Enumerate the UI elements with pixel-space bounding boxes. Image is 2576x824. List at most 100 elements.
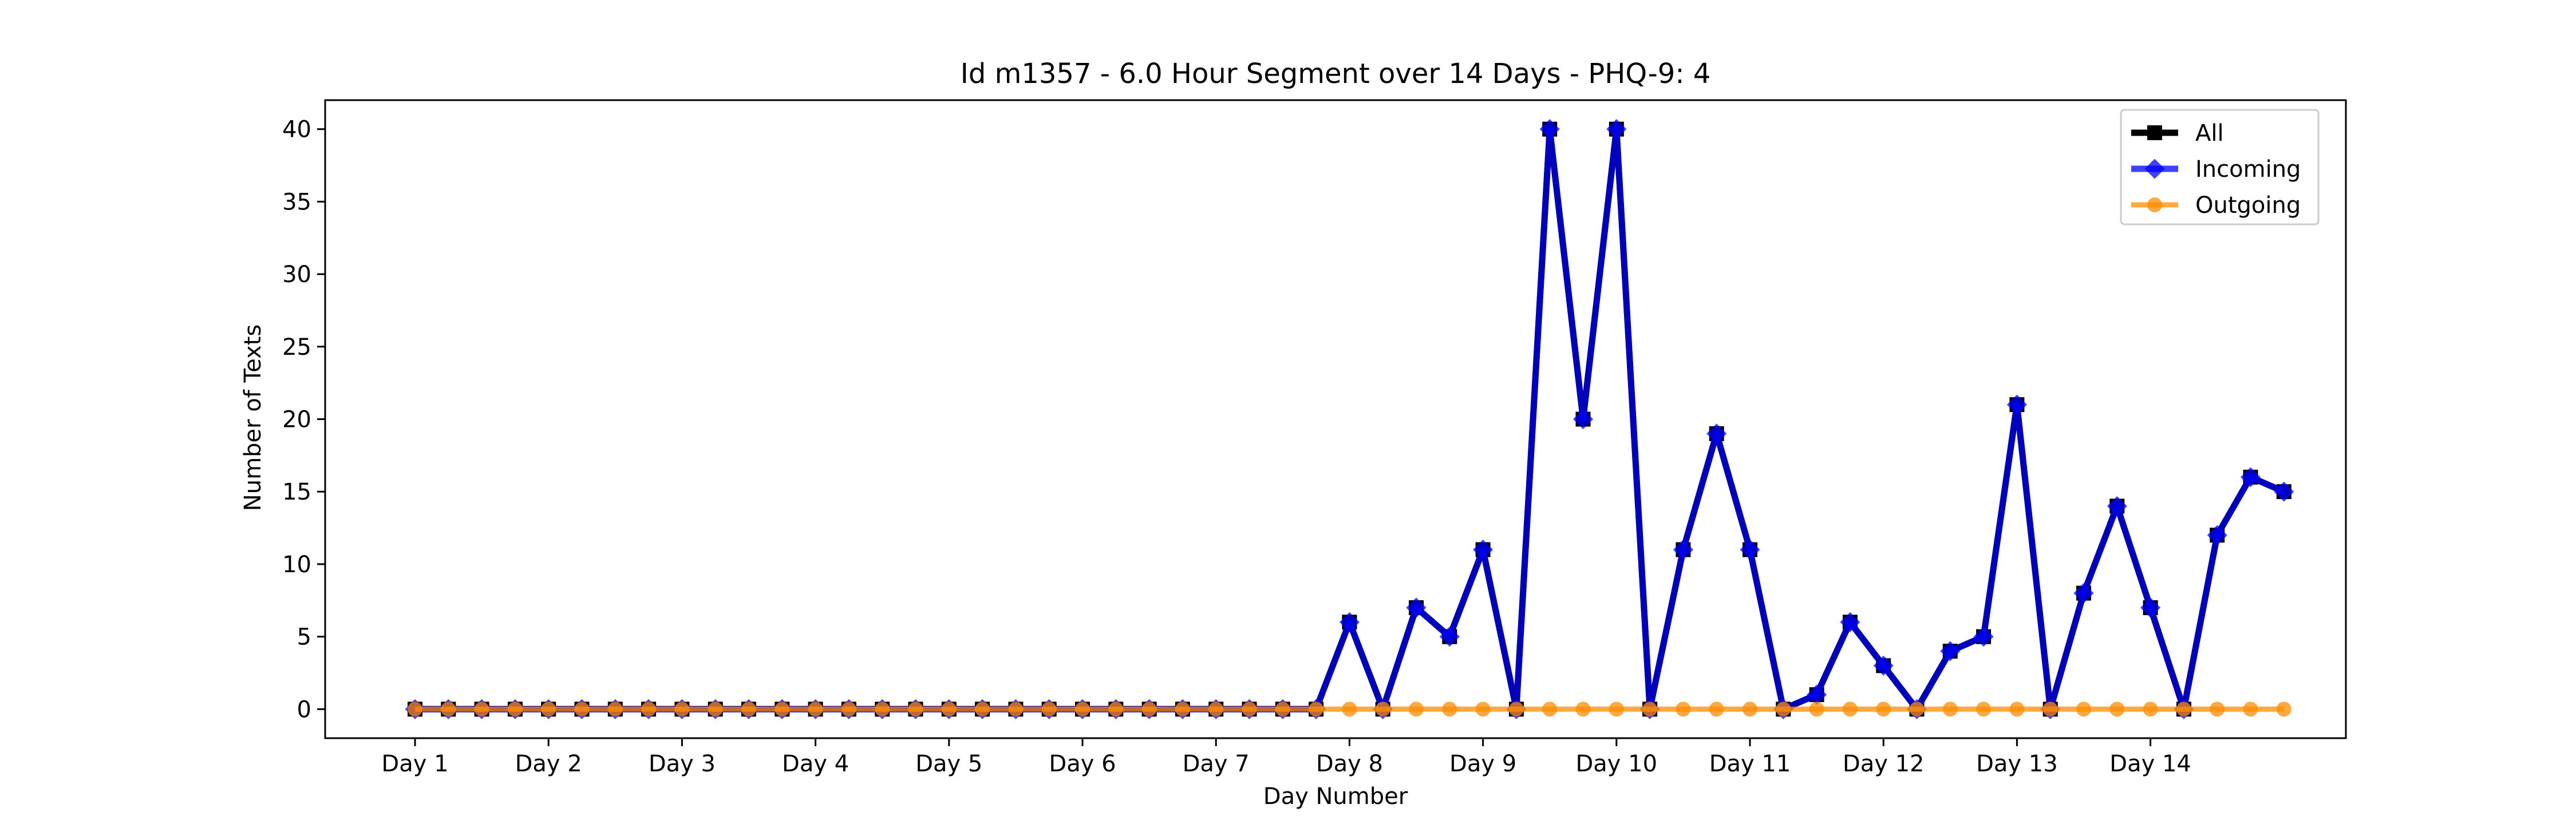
data-point-outgoing	[2009, 702, 2025, 717]
x-tick-label: Day 6	[1049, 751, 1116, 777]
data-point-outgoing	[1375, 702, 1390, 717]
data-point-outgoing	[1942, 702, 1958, 717]
data-point-outgoing	[2276, 702, 2291, 717]
data-point-outgoing	[1041, 702, 1057, 717]
data-point-outgoing	[1776, 702, 1791, 717]
data-point-outgoing	[1108, 702, 1124, 717]
data-point-incoming	[1973, 627, 1994, 647]
data-point-outgoing	[507, 702, 523, 717]
data-point-outgoing	[1242, 702, 1257, 717]
data-point-outgoing	[2109, 702, 2125, 717]
x-tick-label: Day 10	[1575, 751, 1657, 777]
data-point-incoming	[2207, 525, 2227, 545]
data-point-outgoing	[641, 702, 657, 717]
data-point-outgoing	[541, 702, 556, 717]
x-tick-label: Day 1	[381, 751, 448, 777]
data-point-outgoing	[741, 702, 756, 717]
data-point-incoming	[2240, 467, 2261, 488]
data-point-outgoing	[408, 702, 422, 717]
data-point-outgoing	[1008, 702, 1024, 717]
data-point-incoming	[1573, 409, 1594, 430]
data-point-incoming	[1706, 423, 1727, 444]
data-point-outgoing	[1075, 702, 1090, 717]
x-tick-label: Day 11	[1709, 751, 1791, 777]
data-point-incoming	[2107, 496, 2127, 517]
data-point-outgoing	[1342, 702, 1357, 717]
x-tick-label: Day 5	[915, 751, 982, 777]
y-axis-label: Number of Texts	[240, 324, 266, 511]
data-point-outgoing	[607, 702, 623, 717]
data-point-outgoing	[1976, 702, 1992, 717]
data-point-incoming	[2073, 583, 2094, 604]
legend-box	[2120, 109, 2320, 225]
data-point-outgoing	[708, 702, 723, 717]
y-tick-label: 10	[282, 552, 311, 578]
data-point-incoming	[2006, 394, 2027, 415]
data-point-outgoing	[875, 702, 890, 717]
data-point-outgoing	[2210, 702, 2225, 717]
data-point-incoming	[1406, 597, 1427, 618]
y-tick-label: 30	[282, 262, 311, 288]
data-point-outgoing	[1575, 702, 1591, 717]
y-tick-label: 15	[282, 479, 311, 505]
data-point-incoming	[1840, 612, 1860, 632]
data-point-incoming	[1673, 540, 1693, 560]
data-point-outgoing	[1475, 702, 1491, 717]
data-point-outgoing	[2076, 702, 2091, 717]
data-point-incoming	[1439, 627, 1460, 647]
data-point-outgoing	[1609, 702, 1624, 717]
data-point-outgoing	[1508, 702, 1524, 717]
data-point-incoming	[2140, 597, 2161, 618]
data-point-outgoing	[1275, 702, 1290, 717]
data-point-outgoing	[1842, 702, 1858, 717]
data-point-outgoing	[2243, 702, 2258, 717]
y-tick-label: 25	[282, 334, 311, 360]
data-point-outgoing	[941, 702, 957, 717]
y-tick-label: 35	[282, 189, 311, 215]
data-point-outgoing	[1208, 702, 1224, 717]
x-tick-label: Day 14	[2109, 751, 2191, 777]
y-tick-label: 0	[297, 696, 311, 723]
data-point-outgoing	[1409, 702, 1424, 717]
x-tick-label: Day 9	[1449, 751, 1516, 777]
data-point-incoming	[1940, 641, 1961, 661]
x-tick-label: Day 3	[649, 751, 716, 777]
y-tick-label: 40	[282, 117, 311, 143]
data-point-outgoing	[574, 702, 590, 717]
data-point-incoming	[2274, 481, 2294, 502]
x-tick-label: Day 8	[1316, 751, 1383, 777]
y-tick-label: 5	[297, 624, 311, 651]
data-point-outgoing	[2143, 702, 2158, 717]
data-point-outgoing	[1809, 702, 1824, 717]
legend-marker-all	[2147, 125, 2162, 140]
data-point-outgoing	[1743, 702, 1757, 717]
legend-label-outgoing: Outgoing	[2195, 192, 2301, 219]
data-point-outgoing	[2042, 702, 2058, 717]
data-point-outgoing	[1542, 702, 1558, 717]
data-point-outgoing	[1141, 702, 1157, 717]
data-point-incoming	[1873, 655, 1894, 676]
data-point-outgoing	[441, 702, 456, 717]
data-point-incoming	[1807, 684, 1827, 705]
data-point-incoming	[1473, 540, 1494, 560]
x-axis-label: Day Number	[1263, 783, 1408, 810]
data-point-outgoing	[1676, 702, 1691, 717]
legend: All Incoming Outgoing	[2120, 109, 2320, 225]
legend-label-incoming: Incoming	[2195, 156, 2301, 183]
x-tick-label: Day 4	[782, 751, 849, 777]
data-point-incoming	[1606, 119, 1627, 140]
data-point-outgoing	[808, 702, 823, 717]
plot-area: 0 5 10 15 20 25 30 35 40 Day 1 Day 2 Day 3 Day 4 Day …	[282, 99, 2347, 777]
data-point-outgoing	[2176, 702, 2191, 717]
y-tick-label: 20	[282, 407, 311, 433]
x-tick-label: Day 2	[515, 751, 582, 777]
data-point-outgoing	[1709, 702, 1724, 717]
data-point-outgoing	[1909, 702, 1925, 717]
x-tick-label: Day 13	[1976, 751, 2058, 777]
data-point-outgoing	[674, 702, 690, 717]
data-point-outgoing	[908, 702, 923, 717]
data-point-outgoing	[1642, 702, 1658, 717]
data-point-outgoing	[1442, 702, 1457, 717]
